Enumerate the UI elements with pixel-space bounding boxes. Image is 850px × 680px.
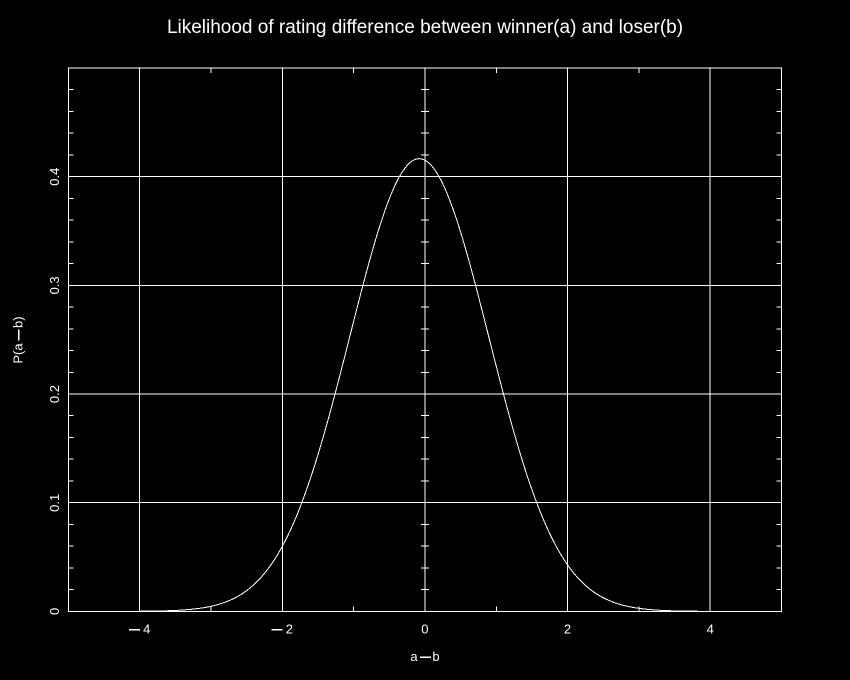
svg-text:4: 4: [143, 621, 150, 636]
svg-text:b): b): [11, 316, 26, 328]
svg-text:0.4: 0.4: [47, 168, 62, 186]
svg-text:Likelihood of rating differenc: Likelihood of rating difference between …: [167, 17, 683, 38]
svg-text:4: 4: [707, 621, 714, 636]
svg-text:b: b: [432, 649, 439, 664]
svg-text:0: 0: [47, 608, 62, 615]
svg-text:0.1: 0.1: [47, 494, 62, 512]
svg-text:P(a: P(a: [11, 343, 26, 364]
svg-text:2: 2: [286, 621, 293, 636]
svg-text:a: a: [410, 649, 418, 664]
svg-text:0: 0: [421, 621, 428, 636]
svg-text:0.2: 0.2: [47, 385, 62, 403]
svg-text:2: 2: [564, 621, 571, 636]
svg-text:0.3: 0.3: [47, 276, 62, 294]
